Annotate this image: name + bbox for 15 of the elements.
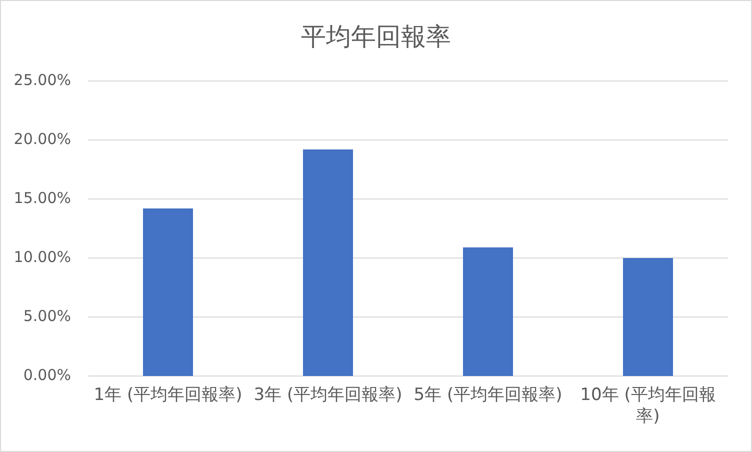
bar [143, 208, 193, 376]
x-tick-label: 10年 (平均年回報率) [580, 385, 716, 426]
x-tick-label: 5年 (平均年回報率) [414, 385, 562, 405]
chart-title: 平均年回報率 [301, 22, 451, 51]
y-tick-label: 25.00% [14, 71, 71, 90]
y-tick-label: 5.00% [23, 307, 71, 326]
y-tick-label: 15.00% [14, 189, 71, 208]
x-tick-label: 3年 (平均年回報率) [254, 385, 402, 405]
y-tick-label: 0.00% [23, 366, 71, 384]
y-tick-label: 20.00% [14, 130, 71, 148]
bar [623, 258, 673, 376]
x-tick-label: 1年 (平均年回報率) [94, 385, 242, 405]
bar [463, 247, 513, 376]
bar [303, 149, 353, 376]
y-tick-label: 10.00% [14, 248, 71, 266]
